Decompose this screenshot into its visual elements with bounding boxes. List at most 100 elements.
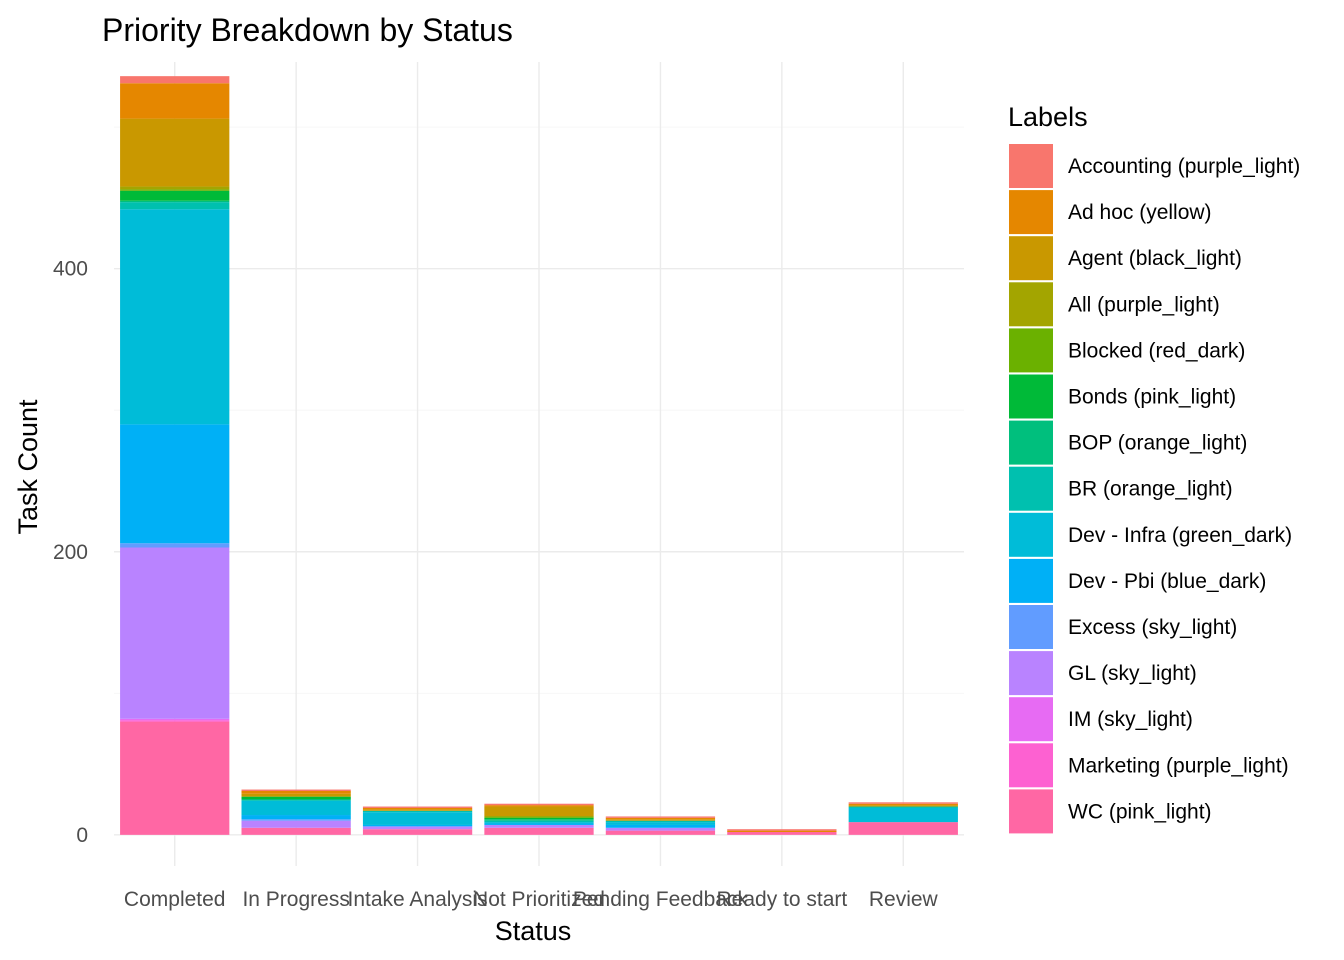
- x-tick-label: Ready to start: [716, 888, 847, 911]
- bar-segment: [484, 817, 594, 820]
- x-axis-title: Status: [495, 916, 572, 946]
- x-tick-label: Pending Feedback: [573, 888, 749, 911]
- bar-segment: [605, 820, 716, 823]
- plot-panel: [114, 62, 964, 866]
- bar-segment: [241, 799, 351, 801]
- legend-key: [1009, 743, 1053, 788]
- x-tick-label: Review: [869, 888, 939, 911]
- legend-label: All (purple_light): [1068, 293, 1220, 316]
- bar-segment: [120, 543, 230, 548]
- bar-segment: [848, 822, 958, 835]
- y-axis-title: Task Count: [13, 399, 43, 535]
- legend-key: [1009, 420, 1053, 465]
- grid-lines: [114, 62, 964, 866]
- bar-segment: [362, 806, 473, 808]
- legend-items: Accounting (purple_light) Ad hoc (yellow)…: [1009, 144, 1300, 834]
- chart-title: Priority Breakdown by Status: [102, 12, 513, 48]
- bar-segment: [120, 200, 230, 203]
- bar-segment: [484, 820, 594, 823]
- bar-segment: [241, 819, 351, 821]
- bar-segment: [484, 819, 594, 821]
- legend-key: [1009, 558, 1053, 603]
- legend-key: [1009, 651, 1053, 696]
- bar-segment: [484, 827, 594, 835]
- legend-label: Dev - Infra (green_dark): [1068, 524, 1292, 547]
- legend-label: Bonds (pink_light): [1068, 386, 1236, 409]
- legend-key: [1009, 697, 1053, 742]
- legend-key: [1009, 374, 1053, 419]
- bar-segment: [120, 76, 230, 84]
- bar-segment: [362, 812, 473, 825]
- legend-key: [1009, 789, 1053, 834]
- bar-segment: [848, 805, 958, 807]
- bar-segment: [120, 118, 230, 187]
- bar-segment: [241, 789, 351, 791]
- bar-segment: [120, 424, 230, 544]
- bar-segment: [848, 806, 958, 808]
- legend-key: [1009, 512, 1053, 557]
- bar-segment: [848, 807, 958, 823]
- bar-segment: [120, 189, 230, 191]
- bar-segment: [241, 800, 351, 816]
- legend-label: Ad hoc (yellow): [1068, 201, 1212, 224]
- bar-segment: [362, 826, 473, 830]
- bar-segment: [727, 829, 837, 831]
- bar-segment: [362, 810, 473, 813]
- legend-label: Agent (black_light): [1068, 247, 1242, 270]
- legend-label: Dev - Pbi (blue_dark): [1068, 570, 1266, 593]
- bar-segment: [120, 721, 230, 835]
- x-tick-label: In Progress: [242, 888, 349, 911]
- legend-label: BR (orange_light): [1068, 478, 1233, 501]
- bar-segment: [120, 83, 230, 119]
- legend-label: GL (sky_light): [1068, 662, 1197, 685]
- bar-segment: [120, 547, 230, 719]
- legend-key: [1009, 144, 1053, 188]
- bar-segment: [848, 802, 958, 804]
- bar-segment: [241, 796, 351, 800]
- bar-segment: [484, 823, 594, 825]
- y-tick-label: 0: [76, 824, 88, 847]
- bar-segment: [484, 824, 594, 828]
- legend-label: Accounting (purple_light): [1068, 155, 1300, 178]
- legend-key: [1009, 466, 1053, 511]
- bar-segment: [484, 806, 594, 817]
- bar-segment: [120, 202, 230, 210]
- bar-segment: [484, 805, 594, 807]
- bar-segment: [484, 803, 594, 806]
- bar-segment: [120, 186, 230, 190]
- x-tick-label: Intake Analysis: [348, 888, 488, 911]
- bar-segment: [362, 824, 473, 827]
- bar-segment: [605, 819, 716, 821]
- legend-label: WC (pink_light): [1068, 800, 1212, 823]
- bar-segment: [120, 190, 230, 201]
- legend-key: [1009, 282, 1053, 327]
- legend-label: Blocked (red_dark): [1068, 339, 1245, 362]
- bar-segment: [120, 720, 230, 722]
- bar-segment: [120, 718, 230, 721]
- bars: [120, 76, 958, 835]
- bar-segment: [362, 809, 473, 811]
- y-axis-ticks: 0 200 400: [53, 258, 88, 847]
- legend-label: Excess (sky_light): [1068, 616, 1237, 639]
- legend-label: IM (sky_light): [1068, 708, 1193, 731]
- bar-segment: [848, 803, 958, 806]
- legend: Labels Accounting (purple_light) Ad hoc (…: [1008, 102, 1300, 834]
- bar-segment: [605, 824, 716, 828]
- legend-label: BOP (orange_light): [1068, 432, 1247, 455]
- bar-segment: [241, 790, 351, 794]
- y-tick-label: 400: [53, 258, 88, 281]
- legend-title: Labels: [1008, 102, 1088, 132]
- bar-segment: [362, 807, 473, 810]
- x-tick-label: Not Prioritized: [473, 888, 605, 911]
- legend-key: [1009, 236, 1053, 281]
- bar-segment: [605, 816, 716, 818]
- bar-segment: [241, 827, 351, 835]
- bar-segment: [605, 817, 716, 820]
- bar-segment: [362, 829, 473, 835]
- bar-segment: [241, 820, 351, 828]
- x-tick-label: Completed: [124, 888, 226, 911]
- bar-segment: [484, 816, 594, 818]
- y-tick-label: 200: [53, 541, 88, 564]
